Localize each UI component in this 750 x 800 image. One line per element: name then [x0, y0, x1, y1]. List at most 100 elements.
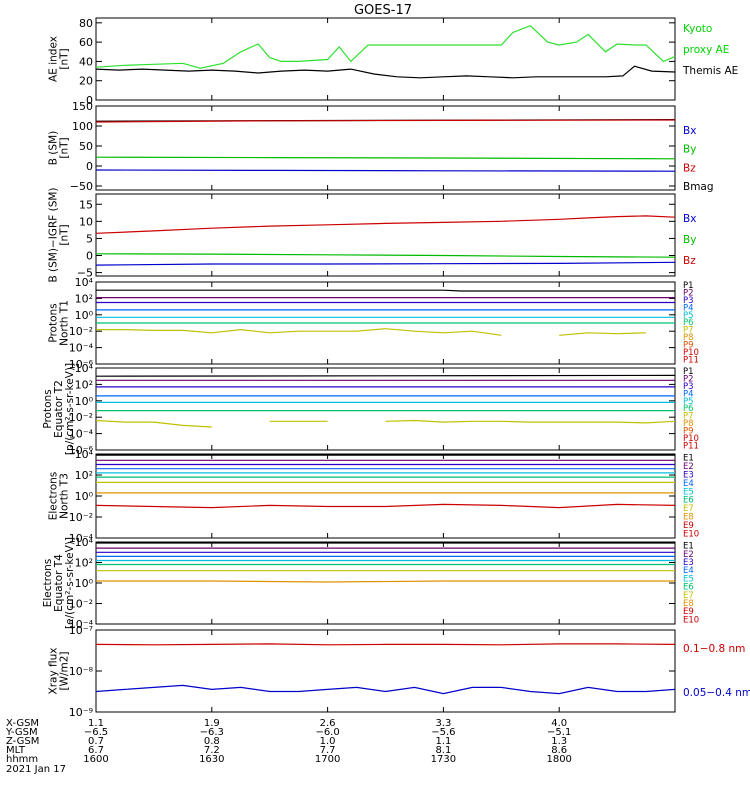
- y-tick-label: 10⁰: [75, 490, 94, 503]
- series-p1-line: [96, 289, 675, 292]
- x-axis-value: −5.1: [547, 727, 571, 738]
- x-axis-value: 3.3: [435, 718, 451, 729]
- x-axis-value: −6.3: [200, 727, 224, 738]
- series-bx-line: [95, 261, 676, 266]
- legend-entry: E9: [683, 521, 694, 531]
- y-tick-label: 10⁰: [75, 309, 94, 322]
- x-row-label: hhmm: [6, 754, 38, 765]
- x-axis-value: 1700: [315, 754, 340, 765]
- legend-entry: E8: [683, 513, 694, 523]
- y-tick-label: 10⁻²: [69, 511, 93, 524]
- x-row-label: Y-GSM: [5, 727, 38, 738]
- legend-entry: P6: [683, 318, 694, 328]
- legend-entry: P11: [683, 356, 699, 366]
- legend-entry: P1: [683, 281, 694, 291]
- y-tick-label: 10⁻⁷: [69, 624, 93, 637]
- y-tick-label: 10⁻²: [69, 325, 93, 338]
- x-axis-value: 1.3: [551, 736, 567, 747]
- y-tick-label: 10⁰: [75, 577, 94, 590]
- y-tick-label: 60: [79, 36, 93, 49]
- y-axis-label: Protons: [42, 389, 54, 428]
- panel-2-frame: [95, 105, 676, 191]
- y-axis-label: Xray flux: [48, 648, 60, 695]
- y-axis-label: [nT]: [59, 48, 71, 69]
- legend-entry: E7: [683, 504, 694, 514]
- legend-entry: E8: [683, 599, 694, 609]
- series-e9-line: [95, 503, 676, 509]
- x-axis-value: 1.1: [88, 718, 104, 729]
- y-tick-label: 10⁴: [75, 362, 94, 375]
- series-by-line: [95, 156, 676, 160]
- y-axis-label: Protons: [48, 303, 60, 342]
- legend-entry: E7: [683, 591, 694, 601]
- legend-entry: P1: [683, 367, 694, 377]
- y-tick-label: −5: [77, 267, 93, 280]
- x-date-label: 2021 Jan 17: [6, 764, 66, 775]
- series-by-line: [95, 253, 676, 258]
- y-tick-label: 10⁻⁹: [69, 706, 93, 719]
- y-tick-label: 10²: [75, 557, 93, 570]
- legend-entry: P2: [683, 374, 694, 384]
- series-p7-line: [96, 328, 647, 336]
- panel-5-frame: [95, 367, 676, 451]
- legend-entry: E2: [683, 462, 694, 472]
- series-p1-line: [95, 374, 676, 377]
- legend-entry: E9: [683, 607, 694, 617]
- y-axis-label: North T1: [59, 300, 71, 346]
- y-axis-label: [p/(cm²-s-sr-keV)]: [64, 363, 76, 455]
- y-tick-label: 10⁰: [75, 395, 94, 408]
- y-axis-label: North T3: [59, 473, 71, 519]
- x-axis-value: −5.6: [431, 727, 455, 738]
- panel-6-frame: [95, 453, 676, 539]
- y-axis-label: [W/m2]: [59, 651, 71, 690]
- series-bz-line: [95, 119, 676, 123]
- y-tick-label: 40: [79, 55, 93, 68]
- legend-entry: P3: [683, 296, 694, 306]
- legend-entry: E1: [683, 454, 694, 464]
- y-tick-label: 10²: [75, 292, 93, 305]
- y-tick-label: 150: [72, 100, 93, 113]
- y-tick-label: 0: [86, 94, 93, 107]
- legend-entry: E6: [683, 583, 694, 593]
- legend-entry: P10: [683, 434, 699, 444]
- y-tick-label: 10⁻⁴: [69, 532, 94, 545]
- x-axis-value: 0.7: [88, 736, 104, 747]
- x-row-label: Z-GSM: [6, 736, 39, 747]
- legend-entry: E5: [683, 574, 694, 584]
- y-tick-label: 0: [86, 160, 93, 173]
- y-axis-label: B (SM): [48, 131, 60, 165]
- y-tick-label: 10⁴: [75, 276, 94, 289]
- y-tick-label: 10⁻²: [69, 598, 93, 611]
- x-axis-value: 0.8: [204, 736, 220, 747]
- y-tick-label: 20: [79, 75, 93, 88]
- legend-entry: Bx: [683, 213, 696, 225]
- y-tick-label: 10: [79, 215, 93, 228]
- series-bx-line: [95, 169, 676, 172]
- x-axis-value: 1800: [546, 754, 571, 765]
- x-axis-value: 1630: [199, 754, 224, 765]
- panel-1-frame: [95, 17, 676, 101]
- y-tick-label: 10⁴: [75, 448, 94, 461]
- x-axis-value: 8.6: [551, 745, 567, 756]
- legend-entry: P10: [683, 348, 699, 358]
- legend-entry: Kyoto: [683, 23, 712, 35]
- y-tick-label: 10²: [75, 469, 93, 482]
- y-tick-label: 10⁻⁴: [69, 428, 94, 441]
- panel-8-frame: [95, 629, 676, 713]
- series-themis-ae-line: [95, 65, 676, 79]
- panel-7-frame: [95, 541, 676, 625]
- figure-title: GOES-17: [354, 3, 412, 18]
- legend-entry: P11: [683, 442, 699, 452]
- series-kyoto-proxy-ae-line: [95, 25, 676, 69]
- legend-entry: E3: [683, 558, 694, 568]
- legend-entry: E10: [683, 529, 699, 539]
- legend-entry: By: [683, 144, 696, 156]
- legend-entry: E4: [683, 566, 694, 576]
- y-tick-label: 10⁻⁶: [69, 444, 94, 457]
- legend-entry: P8: [683, 333, 694, 343]
- y-axis-label: AE index: [48, 36, 60, 82]
- y-axis-label: Electrons: [42, 559, 54, 608]
- legend-entry: P9: [683, 341, 694, 351]
